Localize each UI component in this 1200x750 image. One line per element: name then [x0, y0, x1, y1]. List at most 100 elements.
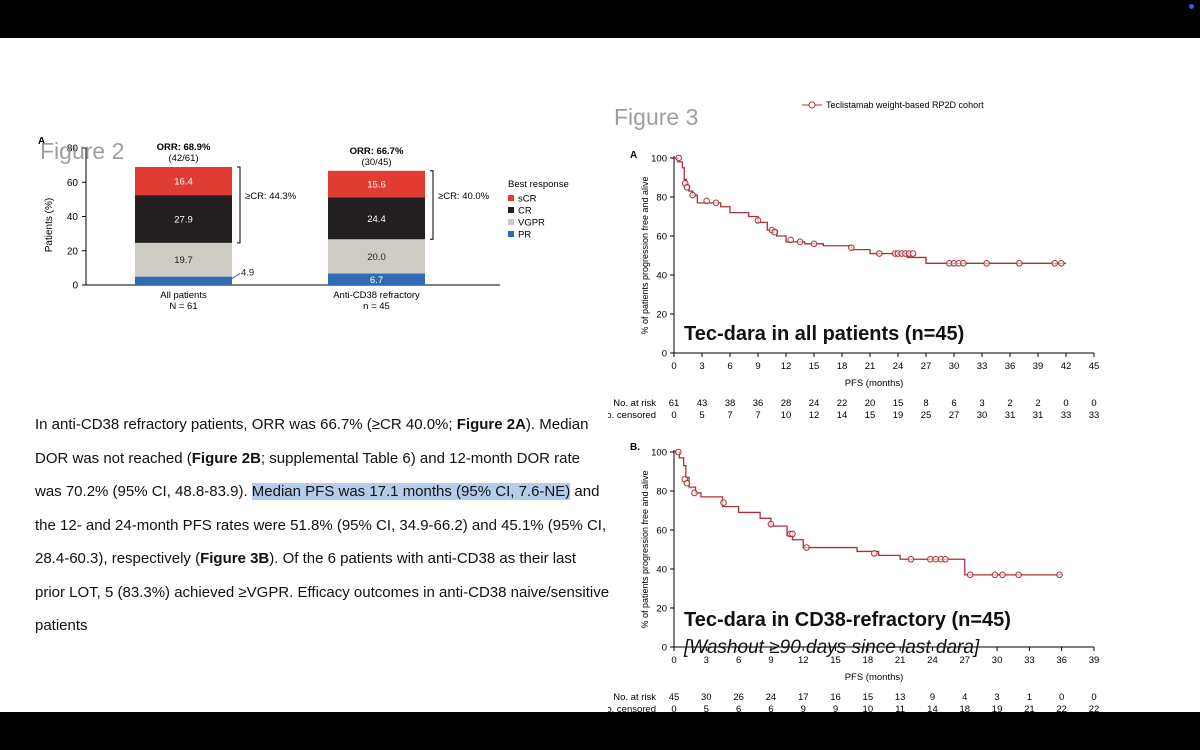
at-risk-value: 0	[1091, 398, 1096, 409]
censored-count-value: 0	[671, 704, 676, 712]
category-label: All patients	[160, 290, 207, 301]
x-tick-label: 15	[809, 361, 820, 372]
x-tick-label: 39	[1033, 361, 1044, 372]
at-risk-value: 6	[951, 398, 956, 409]
x-tick-label: 9	[768, 655, 773, 666]
y-tick-label: 0	[662, 643, 667, 654]
x-tick-label: 33	[977, 361, 988, 372]
censored-count-value: 19	[992, 704, 1003, 712]
censored-count-value: 12	[809, 410, 820, 421]
censor-mark	[848, 244, 855, 251]
slide: A Patients (%) 0 20 40 60 80 4.9 19.7 27.9 16.4…	[0, 38, 1200, 712]
censor-mark	[789, 530, 796, 538]
highlighted-text[interactable]: Median PFS was 17.1 months (95% CI, 7.6-…	[251, 483, 571, 500]
survival-curve	[674, 157, 1066, 264]
y-tick-label: 60	[67, 178, 79, 189]
y-tick-label: 60	[656, 526, 667, 537]
censor-mark	[787, 236, 794, 244]
at-risk-value: 0	[1091, 692, 1096, 703]
censor-mark	[932, 555, 939, 563]
censored-count-value: 31	[1033, 410, 1044, 421]
paragraph-text: ; supplemental Table 6) and 12-month DOR…	[35, 449, 580, 501]
legend-swatch-pr	[508, 231, 514, 237]
censor-mark	[683, 479, 691, 487]
panel-label: A	[630, 150, 637, 161]
censor-mark	[1016, 260, 1023, 267]
y-tick-label: 80	[656, 193, 667, 204]
legend-label: sCR	[518, 194, 537, 205]
censor-mark	[767, 520, 775, 528]
x-tick-label: 24	[893, 361, 904, 372]
at-risk-value: 2	[1035, 398, 1040, 409]
censor-mark	[907, 555, 915, 563]
legend-label: PR	[518, 230, 531, 241]
censor-mark	[683, 183, 691, 191]
at-risk-value: 36	[753, 398, 764, 409]
at-risk-value: 3	[994, 692, 999, 703]
at-risk-value: 24	[809, 398, 820, 409]
at-risk-value: 9	[930, 692, 935, 703]
censored-count-value: 9	[801, 704, 806, 712]
at-risk-value: 15	[863, 692, 874, 703]
censored-count-value: 5	[699, 410, 704, 421]
legend-label: Teclistamab weight-based RP2D cohort	[826, 100, 984, 110]
censored-count-value: 10	[863, 704, 874, 712]
y-tick-label: 20	[656, 310, 667, 321]
figure-2-watermark: Figure 2	[40, 138, 124, 164]
at-risk-value: 2	[1007, 398, 1012, 409]
bar-value-label: 6.7	[370, 275, 383, 286]
censored-count-value: 5	[704, 704, 709, 712]
legend-swatch-vgpr	[508, 219, 514, 225]
legend-title: Best response	[508, 179, 569, 190]
x-tick-label: 3	[699, 361, 704, 372]
censored-count-value: 9	[833, 704, 838, 712]
censored-count-value: 22	[1089, 704, 1100, 712]
x-tick-label: 24	[927, 655, 938, 666]
censor-mark	[966, 571, 974, 579]
y-tick-label: 0	[662, 349, 667, 360]
at-risk-header: No. at risk	[613, 692, 656, 703]
censor-mark	[1056, 571, 1063, 579]
censor-mark	[675, 154, 682, 162]
bar-segment-vgpr	[135, 242, 232, 277]
figure-ref: Figure 2A	[456, 416, 526, 433]
x-tick-label: 18	[863, 655, 874, 666]
x-tick-label: 36	[1056, 655, 1067, 666]
y-tick-label: 0	[72, 281, 78, 292]
censor-mark	[909, 250, 917, 257]
at-risk-value: 30	[701, 692, 712, 703]
x-tick-label: 36	[1005, 361, 1016, 372]
censor-mark	[689, 191, 696, 199]
censor-mark	[754, 217, 762, 224]
orr-label: ORR: 68.9%	[157, 142, 211, 153]
at-risk-value: 15	[893, 398, 904, 409]
censor-mark	[983, 260, 990, 267]
at-risk-value: 8	[923, 398, 928, 409]
at-risk-value: 1	[1027, 692, 1032, 703]
x-tick-label: 3	[704, 655, 709, 666]
censor-mark	[691, 489, 698, 497]
censor-mark	[810, 240, 818, 248]
censor-mark	[991, 571, 999, 579]
panel-b-overlay-line1: Tec-dara in CD38-refractory (n=45)	[684, 609, 1011, 631]
censor-mark	[1051, 260, 1059, 267]
y-tick-label: 40	[67, 212, 79, 223]
y-tick-label: 40	[656, 565, 667, 576]
y-tick-label: 20	[67, 246, 79, 257]
censored-count-value: 19	[893, 410, 904, 421]
y-tick-label: 40	[656, 271, 667, 282]
bar-segment-cr	[328, 197, 425, 240]
x-tick-label: 6	[736, 655, 741, 666]
x-axis-label: PFS (months)	[845, 378, 904, 389]
at-risk-value: 24	[766, 692, 777, 703]
censored-count-value: 22	[1056, 704, 1067, 712]
legend-marker	[808, 101, 816, 109]
figure-3-watermark: Figure 3	[614, 104, 698, 130]
censored-count-value: 6	[736, 704, 741, 712]
censor-mark	[999, 571, 1006, 579]
panel-a-overlay: Tec-dara in all patients (n=45)	[684, 323, 964, 345]
y-tick-label: 80	[656, 487, 667, 498]
paragraph-text: and the 12- and 24-month PFS rates were …	[35, 483, 607, 567]
censored-count-value: 33	[1061, 410, 1072, 421]
x-tick-label: 27	[959, 655, 970, 666]
